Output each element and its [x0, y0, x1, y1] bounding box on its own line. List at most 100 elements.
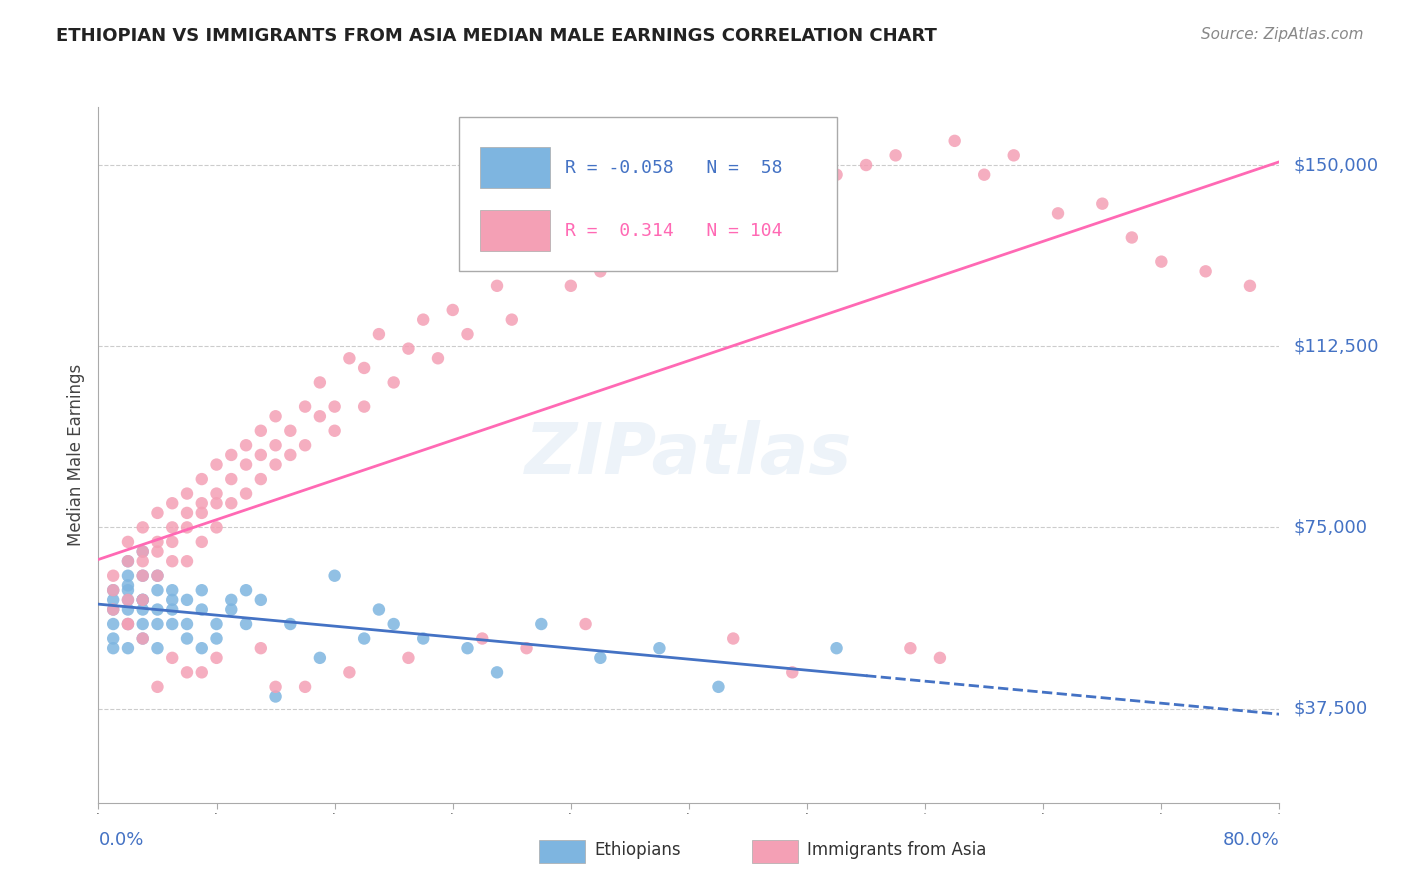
- Point: [162, 592, 183, 607]
- Point: [146, 602, 169, 616]
- Point: [132, 602, 155, 616]
- Point: [132, 632, 155, 646]
- Point: [353, 361, 375, 376]
- Point: [219, 592, 242, 607]
- Point: [707, 680, 730, 694]
- Text: R =  0.314   N = 104: R = 0.314 N = 104: [565, 222, 782, 240]
- Point: [235, 583, 257, 598]
- Point: [117, 583, 139, 598]
- Point: [103, 632, 125, 646]
- Point: [530, 617, 553, 632]
- Point: [191, 602, 214, 616]
- Point: [162, 617, 183, 632]
- Point: [132, 617, 155, 632]
- Text: ETHIOPIAN VS IMMIGRANTS FROM ASIA MEDIAN MALE EARNINGS CORRELATION CHART: ETHIOPIAN VS IMMIGRANTS FROM ASIA MEDIAN…: [56, 27, 938, 45]
- Text: $75,000: $75,000: [1294, 518, 1368, 536]
- Point: [337, 665, 360, 680]
- Point: [205, 486, 228, 500]
- Point: [191, 641, 214, 656]
- Point: [205, 458, 228, 472]
- Point: [205, 496, 228, 510]
- FancyBboxPatch shape: [479, 147, 550, 188]
- Point: [132, 544, 155, 558]
- Point: [294, 438, 316, 452]
- Point: [191, 472, 214, 486]
- Point: [117, 617, 139, 632]
- Point: [412, 632, 434, 646]
- Point: [382, 617, 405, 632]
- Text: Source: ZipAtlas.com: Source: ZipAtlas.com: [1201, 27, 1364, 42]
- Point: [943, 134, 966, 148]
- Y-axis label: Median Male Earnings: Median Male Earnings: [66, 364, 84, 546]
- Point: [900, 641, 922, 656]
- FancyBboxPatch shape: [538, 839, 585, 863]
- Point: [1150, 254, 1173, 268]
- Point: [515, 641, 537, 656]
- Point: [1002, 148, 1025, 162]
- Point: [146, 583, 169, 598]
- Text: R = -0.058   N =  58: R = -0.058 N = 58: [565, 160, 782, 178]
- Point: [117, 602, 139, 616]
- Point: [176, 665, 198, 680]
- Point: [191, 506, 214, 520]
- Point: [1091, 196, 1114, 211]
- Point: [707, 216, 730, 230]
- Point: [205, 520, 228, 534]
- Point: [501, 312, 523, 326]
- Point: [323, 568, 346, 582]
- Point: [146, 568, 169, 582]
- Point: [294, 680, 316, 694]
- Point: [132, 554, 155, 568]
- Point: [219, 496, 242, 510]
- Point: [235, 438, 257, 452]
- Point: [1046, 206, 1069, 220]
- Point: [176, 592, 198, 607]
- Point: [337, 351, 360, 366]
- Point: [176, 617, 198, 632]
- Point: [235, 617, 257, 632]
- Point: [205, 617, 228, 632]
- Point: [103, 617, 125, 632]
- Point: [751, 196, 773, 211]
- Point: [176, 506, 198, 520]
- Point: [235, 458, 257, 472]
- Point: [264, 458, 287, 472]
- Point: [176, 554, 198, 568]
- Point: [294, 400, 316, 414]
- Point: [117, 617, 139, 632]
- Point: [132, 568, 155, 582]
- Point: [456, 327, 478, 342]
- Point: [264, 438, 287, 452]
- Point: [219, 472, 242, 486]
- Point: [648, 641, 671, 656]
- Point: [353, 632, 375, 646]
- Text: Ethiopians: Ethiopians: [595, 841, 681, 859]
- Text: $112,500: $112,500: [1294, 337, 1379, 355]
- Point: [162, 554, 183, 568]
- Point: [264, 680, 287, 694]
- Point: [132, 520, 155, 534]
- Point: [796, 182, 818, 196]
- Point: [382, 376, 405, 390]
- Point: [309, 409, 332, 424]
- Point: [132, 592, 155, 607]
- Point: [176, 520, 198, 534]
- Text: 80.0%: 80.0%: [1223, 830, 1279, 848]
- Point: [323, 400, 346, 414]
- Point: [1239, 278, 1261, 293]
- Point: [560, 278, 582, 293]
- Point: [117, 534, 139, 549]
- Point: [132, 568, 155, 582]
- Point: [250, 472, 273, 486]
- Point: [191, 665, 214, 680]
- Point: [117, 554, 139, 568]
- Point: [278, 424, 302, 438]
- Point: [973, 168, 995, 182]
- Point: [250, 448, 273, 462]
- Point: [219, 448, 242, 462]
- Point: [146, 568, 169, 582]
- Point: [103, 568, 125, 582]
- Point: [132, 544, 155, 558]
- Point: [117, 568, 139, 582]
- Point: [486, 278, 509, 293]
